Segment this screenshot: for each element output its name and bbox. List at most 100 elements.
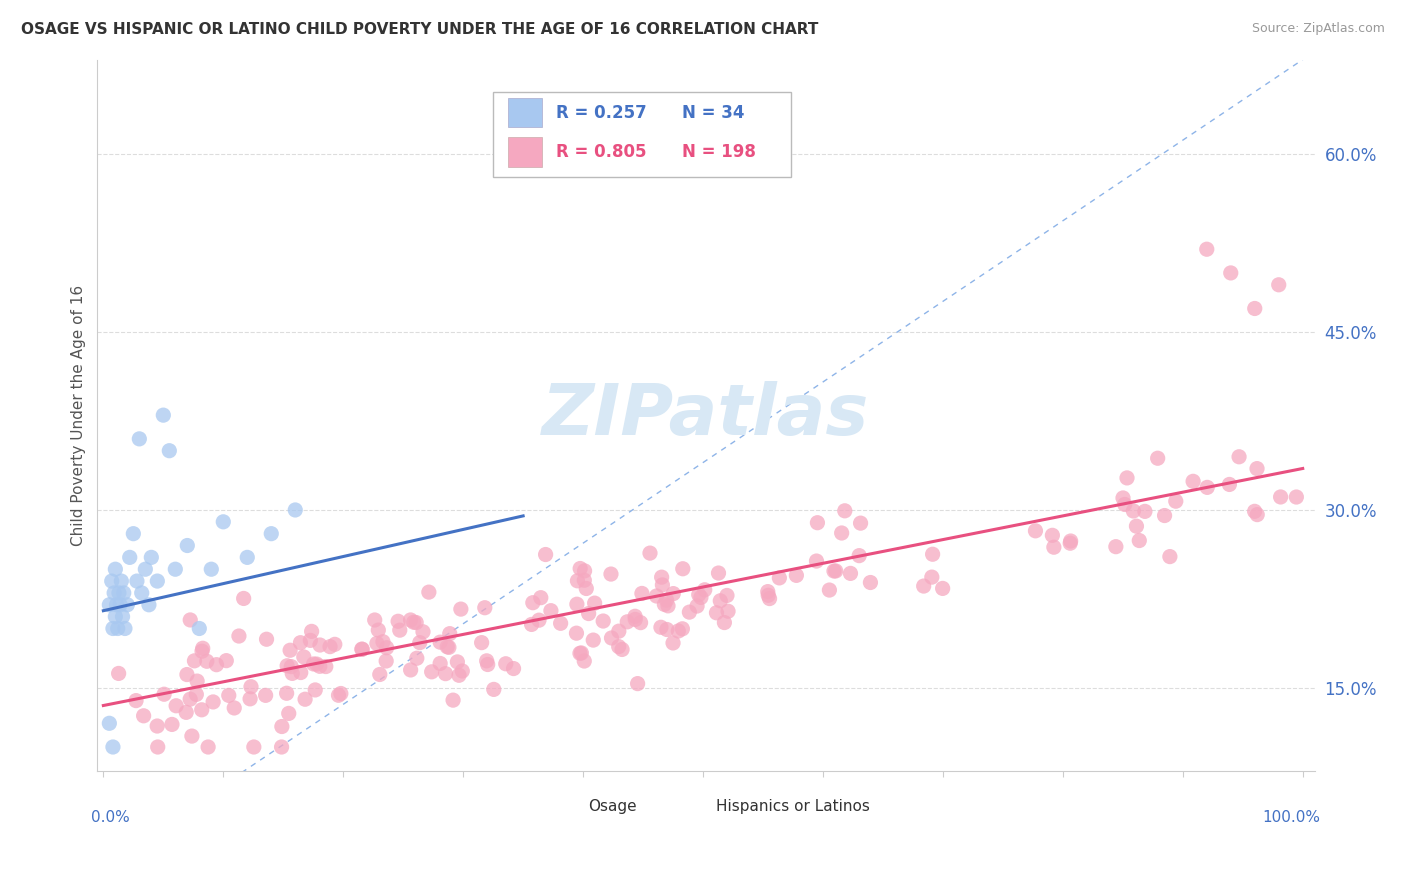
Point [409, 635, 432, 649]
Point [402, 615, 425, 630]
Point [375, 654, 398, 668]
Point [574, 564, 596, 578]
Text: 100.0%: 100.0% [1263, 810, 1320, 825]
Point [292, 649, 315, 664]
Point [284, 503, 307, 517]
Point [471, 635, 494, 649]
FancyBboxPatch shape [554, 796, 581, 817]
Point [834, 504, 856, 518]
Point [567, 574, 589, 588]
Point [114, 622, 136, 636]
Point [1218, 477, 1240, 491]
Point [110, 574, 132, 588]
Point [281, 666, 304, 681]
Point [921, 547, 943, 561]
Point [290, 665, 312, 680]
Point [831, 526, 853, 541]
Point [624, 609, 647, 624]
Point [352, 642, 374, 657]
Point [1024, 524, 1046, 538]
Point [758, 591, 780, 606]
Point [1164, 494, 1187, 508]
Point [912, 579, 935, 593]
Point [388, 623, 411, 637]
Point [429, 657, 451, 671]
Point [212, 515, 235, 529]
Point [823, 564, 845, 578]
Point [309, 638, 332, 652]
Point [188, 622, 211, 636]
Point [655, 623, 678, 637]
Text: N = 34: N = 34 [682, 103, 744, 121]
Point [315, 659, 337, 673]
Point [195, 654, 218, 668]
Point [186, 688, 208, 702]
Point [191, 644, 214, 658]
Point [202, 695, 225, 709]
Point [260, 526, 283, 541]
Point [117, 598, 139, 612]
Point [280, 659, 302, 673]
Point [236, 550, 259, 565]
Point [270, 719, 292, 733]
Point [174, 706, 197, 720]
Point [716, 589, 738, 603]
Point [125, 693, 148, 707]
Point [666, 624, 689, 638]
Point [1246, 461, 1268, 475]
Point [111, 609, 134, 624]
Point [101, 739, 124, 754]
Point [707, 566, 730, 580]
Point [387, 615, 409, 629]
Point [179, 692, 201, 706]
Point [616, 615, 638, 629]
Point [624, 612, 647, 626]
Point [1197, 480, 1219, 494]
Point [849, 516, 872, 530]
Point [839, 566, 862, 581]
Point [323, 637, 346, 651]
Point [278, 643, 301, 657]
Point [141, 550, 163, 565]
Point [645, 589, 668, 603]
Point [709, 594, 731, 608]
Point [1243, 504, 1265, 518]
Point [1040, 528, 1063, 542]
Point [299, 633, 322, 648]
Point [366, 636, 388, 650]
Point [146, 574, 169, 588]
Text: ZIPatlas: ZIPatlas [543, 381, 870, 450]
Point [371, 634, 394, 648]
Point [1146, 451, 1168, 466]
Point [671, 622, 693, 636]
Point [405, 615, 427, 630]
Point [301, 624, 323, 639]
Point [200, 562, 222, 576]
Point [165, 562, 187, 576]
Text: 0.0%: 0.0% [91, 810, 129, 825]
Point [756, 584, 779, 599]
Text: N = 198: N = 198 [682, 143, 755, 161]
Point [304, 682, 326, 697]
Point [420, 665, 443, 679]
Point [439, 626, 461, 640]
Point [655, 593, 678, 607]
Point [688, 588, 710, 602]
Point [1128, 533, 1150, 548]
Point [818, 582, 841, 597]
Point [104, 609, 127, 624]
Point [364, 613, 387, 627]
Point [103, 586, 125, 600]
Point [824, 564, 846, 578]
Point [693, 582, 716, 597]
Point [243, 739, 266, 754]
Point [575, 582, 598, 596]
Point [569, 561, 592, 575]
Point [1195, 242, 1218, 256]
Text: R = 0.805: R = 0.805 [557, 143, 647, 161]
Point [607, 624, 630, 639]
Point [134, 562, 156, 576]
Point [451, 664, 474, 678]
Point [1059, 536, 1081, 550]
Text: Hispanics or Latinos: Hispanics or Latinos [716, 798, 870, 814]
